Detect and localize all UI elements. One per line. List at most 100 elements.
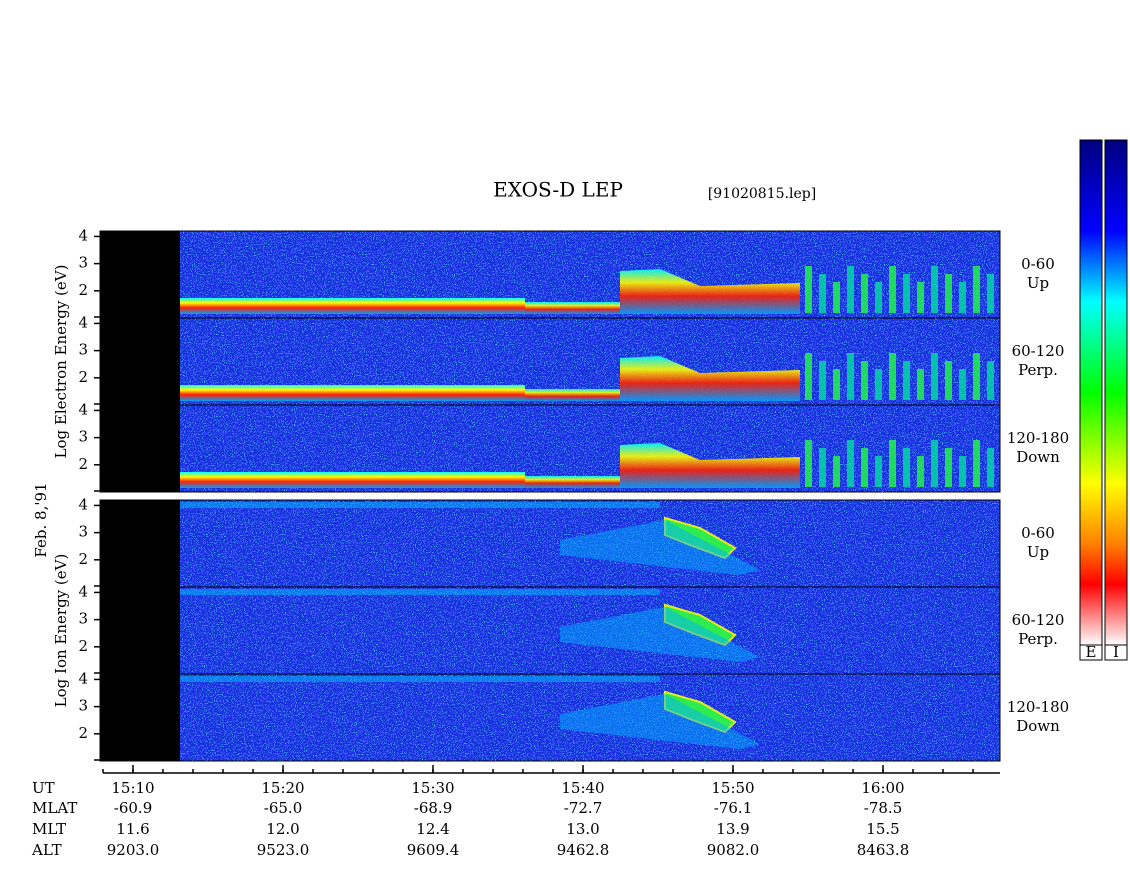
ephemeris-value: -76.1 (714, 799, 752, 817)
y-tick-label: 3 (78, 697, 88, 715)
burst (917, 456, 924, 487)
pitch-angle: 0-60 (1021, 524, 1055, 542)
data-gap (100, 231, 180, 318)
low-energy-band (525, 302, 620, 314)
y-tick-label: 4 (78, 669, 88, 687)
burst (973, 266, 980, 313)
ephemeris-value: -60.9 (114, 799, 152, 817)
y-tick-label: 4 (78, 400, 88, 418)
y-tick-label: 2 (78, 281, 88, 299)
low-energy-band (180, 298, 525, 314)
ephemeris-value: 9462.8 (557, 841, 610, 859)
burst (833, 456, 840, 487)
panel-frame (99, 404, 1001, 493)
burst (959, 282, 966, 313)
burst (875, 282, 882, 313)
burst (805, 353, 812, 400)
y-tick-label: 2 (78, 368, 88, 386)
burst (833, 369, 840, 400)
colorbar (1079, 139, 1103, 646)
band (180, 589, 660, 595)
pitch-angle: 60-120 (1012, 342, 1065, 360)
y-tick-label: 4 (78, 313, 88, 331)
precipitation (620, 356, 800, 401)
x-tick-label: 15:10 (111, 779, 154, 797)
y-tick-label: 3 (78, 610, 88, 628)
y-tick-label: 3 (78, 523, 88, 541)
direction: Perp. (1018, 361, 1058, 379)
burst (931, 440, 938, 487)
burst (861, 448, 868, 487)
burst (987, 274, 994, 313)
colorbar-box (1104, 644, 1128, 661)
x-tick-label: 16:00 (861, 779, 904, 797)
y-axis-label: Log Ion Energy (eV) (52, 554, 70, 708)
band (180, 502, 660, 508)
ephemeris-value: 13.0 (566, 820, 599, 838)
precipitation (620, 443, 800, 488)
burst (903, 274, 910, 313)
y-tick-label: 3 (78, 254, 88, 272)
burst (931, 266, 938, 313)
y-axis-label: Log Electron Energy (eV) (52, 265, 70, 459)
y-tick-label: 2 (78, 724, 88, 742)
title: EXOS-D LEP (493, 178, 623, 202)
burst (847, 440, 854, 487)
ephemeris-value: -78.5 (864, 799, 902, 817)
colorbar-box (1079, 644, 1103, 661)
burst (889, 266, 896, 313)
low-energy-band (180, 385, 525, 401)
burst (973, 440, 980, 487)
pitch-angle: 60-120 (1012, 611, 1065, 629)
colorbar-label: I (1113, 643, 1119, 661)
y-tick-label: 3 (78, 428, 88, 446)
ephemeris-value: 9203.0 (107, 841, 160, 859)
data-gap (100, 318, 180, 405)
burst (959, 369, 966, 400)
direction: Perp. (1018, 630, 1058, 648)
burst (889, 353, 896, 400)
burst (917, 282, 924, 313)
y-tick-label: 2 (78, 550, 88, 568)
ephemeris-value: 9609.4 (407, 841, 460, 859)
low-energy-band (180, 472, 525, 488)
ephemeris-value: 9523.0 (257, 841, 310, 859)
panel-frame (99, 673, 1001, 762)
row-label: ALT (31, 841, 62, 859)
burst (917, 369, 924, 400)
direction: Down (1016, 448, 1060, 466)
date: Feb. 8,'91 (32, 482, 50, 557)
row-label: UT (32, 779, 55, 797)
burst (973, 353, 980, 400)
file-name: [91020815.lep] (708, 186, 816, 202)
burst (945, 448, 952, 487)
ephemeris-value: 15.5 (866, 820, 899, 838)
burst (819, 274, 826, 313)
y-tick-label: 3 (78, 341, 88, 359)
burst (861, 361, 868, 400)
burst (987, 361, 994, 400)
burst (805, 440, 812, 487)
x-tick-label: 15:20 (261, 779, 304, 797)
direction: Down (1016, 717, 1060, 735)
ion-tail (560, 520, 760, 575)
y-tick-label: 4 (78, 495, 88, 513)
ephemeris-value: 9082.0 (707, 841, 760, 859)
burst (861, 274, 868, 313)
burst (903, 448, 910, 487)
ephemeris-value: 13.9 (716, 820, 749, 838)
burst (945, 361, 952, 400)
data-gap (100, 405, 180, 492)
burst (903, 361, 910, 400)
y-tick-label: 4 (78, 226, 88, 244)
precipitation (620, 269, 800, 314)
burst (889, 440, 896, 487)
colorbar-label: E (1086, 643, 1097, 661)
colorbar (1104, 139, 1128, 646)
burst (805, 266, 812, 313)
pitch-angle: 120-180 (1007, 698, 1069, 716)
y-tick-label: 2 (78, 637, 88, 655)
direction: Up (1027, 543, 1049, 561)
low-energy-band (525, 476, 620, 488)
ephemeris-value: -72.7 (564, 799, 602, 817)
